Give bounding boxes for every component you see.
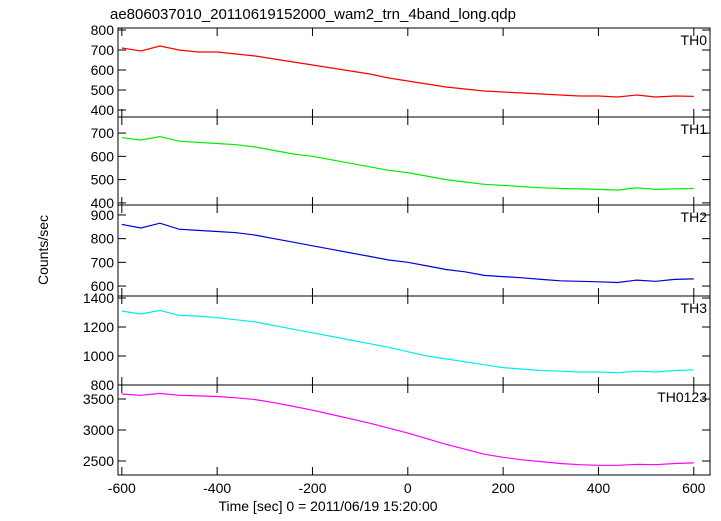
chart-title: ae806037010_20110619152000_wam2_trn_4ban… bbox=[110, 6, 516, 23]
x-tick-label: 400 bbox=[587, 480, 611, 496]
data-line bbox=[121, 392, 694, 466]
x-tick-label: -400 bbox=[203, 480, 231, 496]
y-tick-label: 1000 bbox=[83, 348, 114, 364]
data-line bbox=[121, 135, 694, 191]
data-line bbox=[121, 309, 694, 374]
y-tick-label: 800 bbox=[91, 377, 115, 393]
x-tick-label: 0 bbox=[404, 480, 412, 496]
y-tick-label: 400 bbox=[91, 102, 115, 118]
x-tick-label: 600 bbox=[682, 480, 706, 496]
panel-label: TH0 bbox=[681, 32, 708, 48]
y-tick-label: 600 bbox=[91, 278, 115, 294]
panel-label: TH0123 bbox=[657, 389, 707, 405]
x-tick-label: 200 bbox=[491, 480, 515, 496]
panel-frame bbox=[117, 27, 711, 118]
x-tick-label: -600 bbox=[108, 480, 136, 496]
y-tick-label: 700 bbox=[91, 125, 115, 141]
panel-frame bbox=[117, 384, 711, 476]
y-tick-label: 3500 bbox=[83, 391, 114, 407]
y-tick-label: 700 bbox=[91, 42, 115, 58]
x-axis-label: Time [sec] 0 = 2011/06/19 15:20:00 bbox=[218, 498, 437, 514]
y-tick-label: 500 bbox=[91, 82, 115, 98]
y-tick-label: 600 bbox=[91, 62, 115, 78]
x-tick-label: -200 bbox=[298, 480, 326, 496]
y-tick-label: 3000 bbox=[83, 422, 114, 438]
y-tick-label: 800 bbox=[91, 22, 115, 38]
y-tick-label: 400 bbox=[91, 195, 115, 211]
data-line bbox=[121, 222, 694, 284]
y-tick-label: 700 bbox=[91, 254, 115, 270]
y-axis-label: Counts/sec bbox=[35, 215, 51, 285]
y-tick-label: 1200 bbox=[83, 319, 114, 335]
y-tick-label: 800 bbox=[91, 231, 115, 247]
y-tick-label: 2500 bbox=[83, 453, 114, 469]
panel-label: TH1 bbox=[681, 121, 708, 137]
data-line bbox=[121, 45, 694, 98]
panel-label: TH3 bbox=[681, 300, 708, 316]
y-tick-label: 1400 bbox=[83, 290, 114, 306]
y-tick-label: 900 bbox=[91, 207, 115, 223]
y-tick-label: 600 bbox=[91, 148, 115, 164]
y-tick-label: 500 bbox=[91, 172, 115, 188]
panel-frame bbox=[117, 116, 711, 206]
panel-frame bbox=[117, 295, 711, 386]
panel-label: TH2 bbox=[681, 209, 708, 225]
